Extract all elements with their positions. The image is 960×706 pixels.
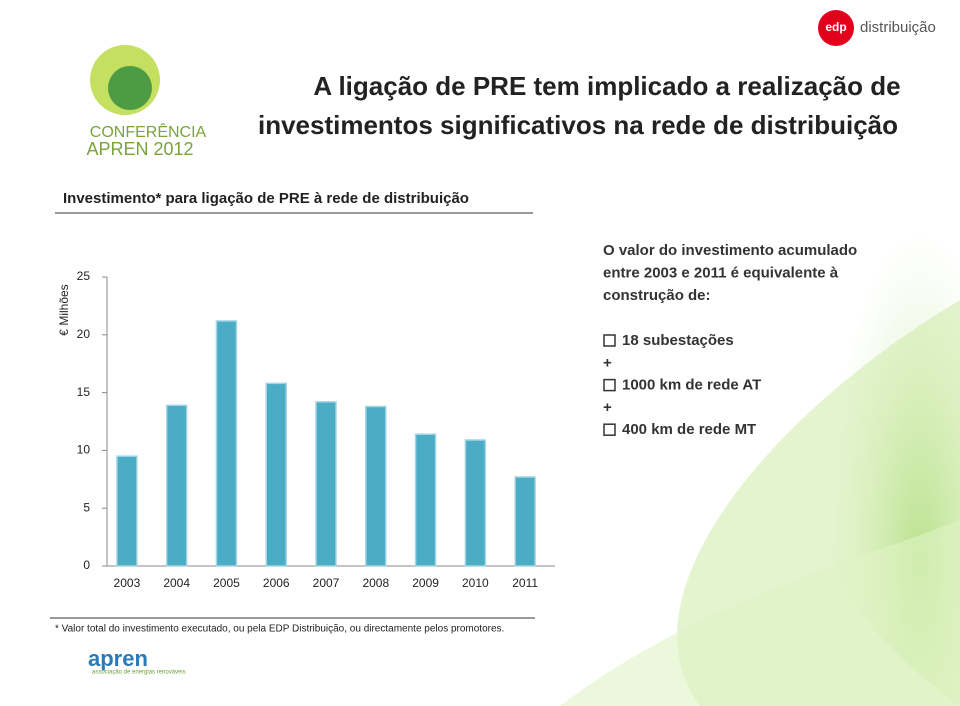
bar: [215, 320, 238, 567]
y-tick-label: 5: [83, 500, 90, 514]
footer-logo: apren: [88, 646, 148, 671]
x-tick-label: 2009: [412, 576, 439, 590]
x-tick-label: 2003: [114, 576, 141, 590]
conference-logo: CONFERÊNCIA: [90, 122, 207, 141]
side-list-item: 18 subestações: [622, 332, 734, 349]
side-list-item: 400 km de rede MT: [622, 421, 756, 438]
side-list-item: +: [603, 399, 612, 416]
conference-logo-mark: [108, 66, 152, 110]
bullet-box: [603, 334, 616, 347]
edp-logo-mark: [818, 10, 854, 46]
decoration: [560, 520, 960, 706]
bar: [514, 476, 536, 567]
side-list-item: 1000 km de rede AT: [622, 377, 761, 394]
bullet-box: [603, 423, 616, 436]
x-tick-label: 2008: [362, 576, 389, 590]
bar: [315, 401, 337, 567]
x-tick-label: 2007: [313, 576, 340, 590]
x-tick-label: 2011: [512, 576, 538, 590]
x-tick-label: 2004: [163, 576, 190, 590]
edp-logo: edp: [825, 20, 846, 34]
footer-logo-tagline: associação de energias renováveis: [92, 670, 186, 676]
bullet-box: [603, 378, 616, 392]
y-tick-label: 20: [77, 327, 91, 341]
side-list-item: +: [603, 354, 612, 371]
side-intro: construção de:: [603, 287, 711, 304]
bar: [365, 405, 387, 567]
x-tick-label: 2010: [462, 576, 489, 590]
side-intro: O valor do investimento acumulado: [603, 242, 857, 259]
y-tick-label: 0: [83, 558, 90, 572]
edp-logo-sub: distribuição: [860, 19, 936, 36]
bar: [165, 404, 188, 567]
slide-title: A ligação de PRE tem implicado a realiza…: [313, 71, 900, 101]
y-tick-label: 15: [77, 385, 91, 399]
y-tick-label: 25: [77, 269, 91, 283]
bar: [414, 433, 437, 567]
bar: [116, 455, 138, 567]
y-axis-label: € Milhões: [57, 284, 71, 335]
chart-title: Investimento* para ligação de PRE à rede…: [63, 190, 469, 207]
bar: [265, 382, 287, 567]
y-tick-label: 10: [77, 443, 91, 457]
side-intro: entre 2003 e 2011 é equivalente à: [603, 264, 839, 281]
chart: 0 5 10 15 20 25 2003 2004 2005 2006 2007 2008 2009 20…: [77, 269, 555, 590]
conference-logo: APREN 2012: [86, 139, 193, 159]
side-text: O valor do investimento acumulado entre 2…: [603, 242, 857, 438]
x-tick-label: 2006: [263, 576, 290, 590]
footnote: * Valor total do investimento executado,…: [55, 624, 504, 635]
bar: [464, 439, 487, 567]
slide-title: investimentos significativos na rede de …: [258, 110, 898, 140]
x-tick-label: 2005: [213, 576, 240, 590]
